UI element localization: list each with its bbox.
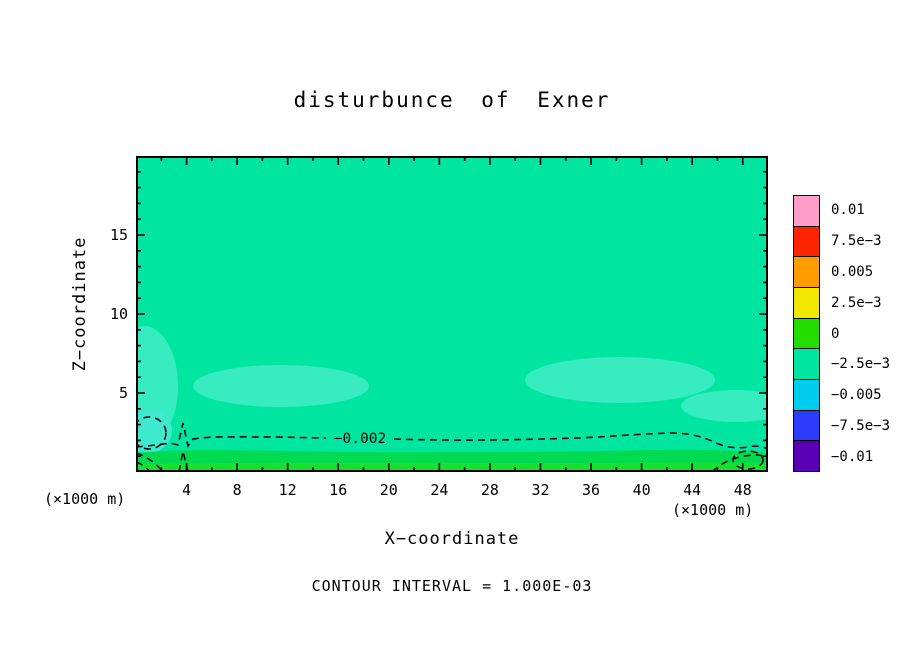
axis-ticks xyxy=(136,156,768,472)
colorbar-label: 7.5e−3 xyxy=(831,233,882,250)
x-tick-label: 32 xyxy=(531,481,550,499)
x-tick-label: 28 xyxy=(480,481,499,499)
x-tick-label: 16 xyxy=(329,481,348,499)
contour-label: −0.002 xyxy=(334,431,386,447)
colorbar-label: 2.5e−3 xyxy=(831,294,882,311)
x-tick-label: 44 xyxy=(683,481,702,499)
contour-closed-right xyxy=(732,450,764,470)
contour-plot-canvas: −0.002 xyxy=(136,156,768,472)
x-tick-label: 36 xyxy=(582,481,601,499)
x-tick-label: 4 xyxy=(182,481,192,499)
corner-low-patch xyxy=(136,409,172,453)
x-tick-label: 48 xyxy=(733,481,752,499)
bottom-edge-strip xyxy=(136,462,768,472)
y-tick-label: 15 xyxy=(109,226,128,244)
colorbar-label: 0 xyxy=(831,325,840,342)
colorbar-segment xyxy=(794,409,819,441)
x-axis-unit-right: (×1000 m) xyxy=(672,501,754,519)
x-tick-label: 20 xyxy=(379,481,398,499)
x-tick-label: 40 xyxy=(632,481,651,499)
colorbar-label: 0.005 xyxy=(831,263,874,280)
colorbar-segment xyxy=(794,287,819,318)
colorbar-label: −7.5e−3 xyxy=(831,417,891,434)
chart-title: disturbunce of Exner xyxy=(293,88,611,112)
x-tick-label: 24 xyxy=(430,481,449,499)
y-tick-label: 10 xyxy=(109,305,128,323)
plot-area: −0.002 xyxy=(136,156,768,472)
colorbar-segment xyxy=(794,379,819,410)
x-axis-unit-left: (×1000 m) xyxy=(44,490,126,508)
contour-lines xyxy=(136,416,768,472)
contour-line-right xyxy=(393,432,768,450)
colorbar-segment xyxy=(794,348,819,380)
contour-corner-right xyxy=(711,454,768,472)
colorbar-label: 0.01 xyxy=(831,202,865,219)
colorbar-segment xyxy=(794,440,819,472)
field-main-fill xyxy=(136,156,768,472)
contour-line-left xyxy=(136,422,327,448)
colorbar xyxy=(793,195,820,472)
colorbar-label: −0.01 xyxy=(831,448,874,465)
x-axis-title: X−coordinate xyxy=(384,529,520,549)
colorbar-label: −2.5e−3 xyxy=(831,356,891,373)
colorbar-segment xyxy=(794,225,819,257)
colorbar-segment xyxy=(794,317,819,349)
contour-label-mask xyxy=(328,427,392,446)
x-tick-label: 8 xyxy=(232,481,242,499)
colorbar-label: −0.005 xyxy=(831,387,882,404)
contour-interval-note: CONTOUR INTERVAL = 1.000E-03 xyxy=(311,577,593,595)
colorbar-segment xyxy=(794,256,819,288)
x-tick-label: 12 xyxy=(278,481,297,499)
contour-closed-left xyxy=(136,416,167,450)
y-tick-label: 5 xyxy=(118,384,128,402)
colorbar-segment xyxy=(794,196,819,226)
